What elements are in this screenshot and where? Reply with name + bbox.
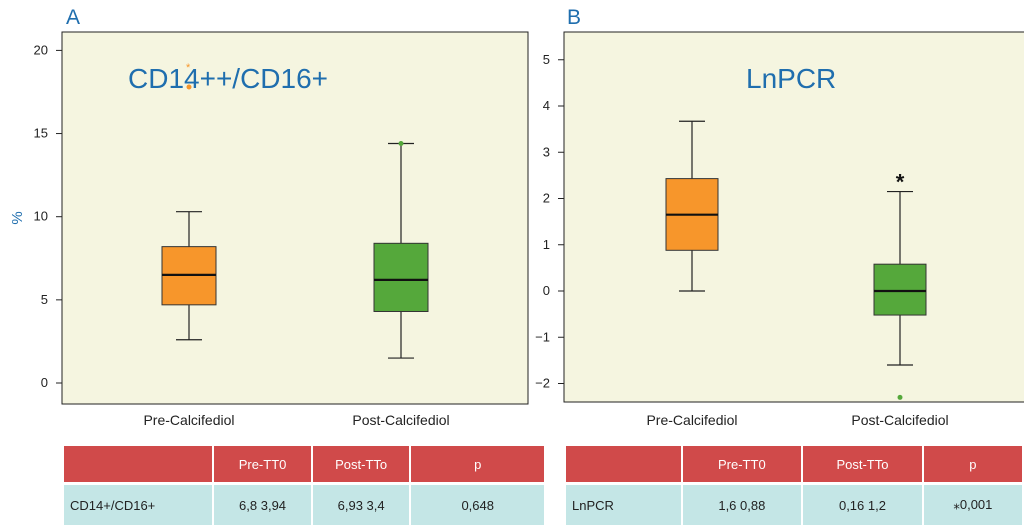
panel-b-significance-star: *: [896, 170, 905, 195]
panel-b-title: LnPCR: [746, 63, 836, 94]
outlier-point: [186, 84, 192, 90]
panel-b-ytick-label: 3: [543, 144, 550, 159]
panel-b-row-post: 0,16 1,2: [803, 482, 922, 525]
panel-a-row-label: CD14+/CD16+: [64, 482, 213, 525]
panel-b-row-p: ⁎0,001: [923, 482, 1022, 525]
panel-b-ytick-label: 4: [543, 98, 550, 113]
panel-b-category-pre: Pre-Calcifediol: [646, 412, 737, 428]
outlier-point: [897, 394, 903, 400]
panel-b-ytick-label: 5: [543, 52, 550, 67]
panel-a-category-post: Post-Calcifediol: [352, 412, 449, 428]
panel-b-row-pre: 1,6 0,88: [682, 482, 802, 525]
outlier-point: [398, 141, 404, 147]
panel-a-header-post: Post-TTo: [312, 446, 410, 482]
table-row: CD14+/CD16+ 6,8 3,94 6,93 3,4 0,648: [64, 482, 544, 525]
panel-b-box-pre: [665, 120, 719, 292]
panel-a-header-blank: [64, 446, 213, 482]
panel-a-title: CD14++/CD16+: [128, 63, 328, 94]
iqr-box: [873, 263, 927, 316]
panel-a-ytick-label: 10: [34, 209, 48, 224]
panel-a-row-pre: 6,8 3,94: [214, 482, 311, 525]
panel-b-box-post: [873, 190, 927, 400]
panel-a-header-p: p: [411, 446, 544, 482]
panel-b-ytick-label: 2: [543, 191, 550, 206]
table-row: LnPCR 1,6 0,88 0,16 1,2 ⁎0,001: [566, 482, 1022, 525]
panel-b-category-post: Post-Calcifediol: [851, 412, 948, 428]
panel-b-stats-table: Pre-TT0 Post-TTo p LnPCR 1,6 0,88 0,16 1…: [564, 446, 1024, 525]
panel-a-box-post: [373, 141, 429, 359]
panel-a-table-header-row: Pre-TT0 Post-TTo p: [64, 446, 544, 482]
panel-a-outlier-star: *: [186, 62, 191, 74]
panel-a-ytick-label: 15: [34, 126, 48, 141]
panel-b-header-pre: Pre-TT0: [682, 446, 802, 482]
panel-b-ytick-label: −1: [535, 329, 550, 344]
panel-b-header-post: Post-TTo: [803, 446, 922, 482]
panel-a-ylabel: %: [9, 211, 26, 224]
panel-a-ytick-label: 20: [34, 42, 48, 57]
panel-a-header-pre: Pre-TT0: [214, 446, 311, 482]
panel-a-ytick-label: 0: [41, 375, 48, 390]
panel-a-category-pre: Pre-Calcifediol: [143, 412, 234, 428]
panel-b-letter: B: [567, 6, 581, 29]
panel-a-stats-table: Pre-TT0 Post-TTo p CD14+/CD16+ 6,8 3,94 …: [62, 446, 546, 525]
panel-b-header-blank: [566, 446, 681, 482]
panel-b-ytick-label: 1: [543, 237, 550, 252]
panel-a-letter: A: [66, 6, 80, 29]
panel-b-ytick-label: −2: [535, 376, 550, 391]
iqr-box: [373, 242, 429, 312]
panel-a: A CD14++/CD16+ % 0 5 10 15 20 * Pre-Calcifed…: [9, 6, 529, 428]
panel-b-table-header-row: Pre-TT0 Post-TTo p: [566, 446, 1022, 482]
panel-b-row-label: LnPCR: [566, 482, 681, 525]
panel-b-ytick-label: 0: [543, 283, 550, 298]
panel-a-ytick-label: 5: [41, 292, 48, 307]
panel-b: B LnPCR −2 −1 0 1 2 3 4 5 * Pre-Calcifediol Pos…: [535, 6, 1024, 428]
panel-a-row-post: 6,93 3,4: [312, 482, 410, 525]
panel-a-plot-area: [61, 31, 529, 405]
panel-b-plot-area: [563, 31, 1024, 403]
panel-a-row-p: 0,648: [411, 482, 544, 525]
panel-b-header-p: p: [923, 446, 1022, 482]
panel-a-box-pre: [161, 84, 217, 341]
